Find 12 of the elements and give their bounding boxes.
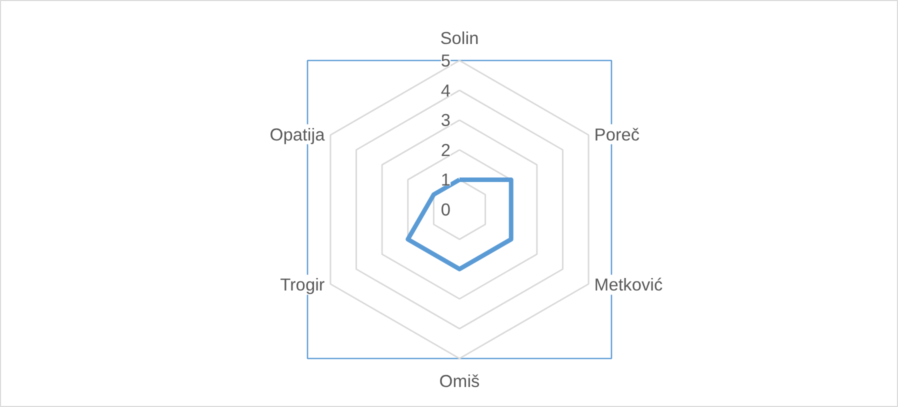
spoke-label: Opatija — [270, 124, 326, 144]
y-tick-label: 4 — [440, 80, 451, 100]
y-tick-label: 0 — [440, 200, 451, 220]
y-tick-label: 2 — [440, 140, 451, 160]
spoke-label: Omiš — [439, 370, 480, 391]
spoke-label: Poreč — [594, 124, 640, 144]
y-tick-label: 3 — [440, 110, 451, 130]
spoke-label: Solin — [440, 28, 479, 48]
y-tick-label: 5 — [440, 50, 451, 70]
spoke-label: Trogir — [280, 274, 325, 295]
y-tick-label: 1 — [440, 170, 451, 190]
spoke-label: Metković — [594, 274, 663, 295]
